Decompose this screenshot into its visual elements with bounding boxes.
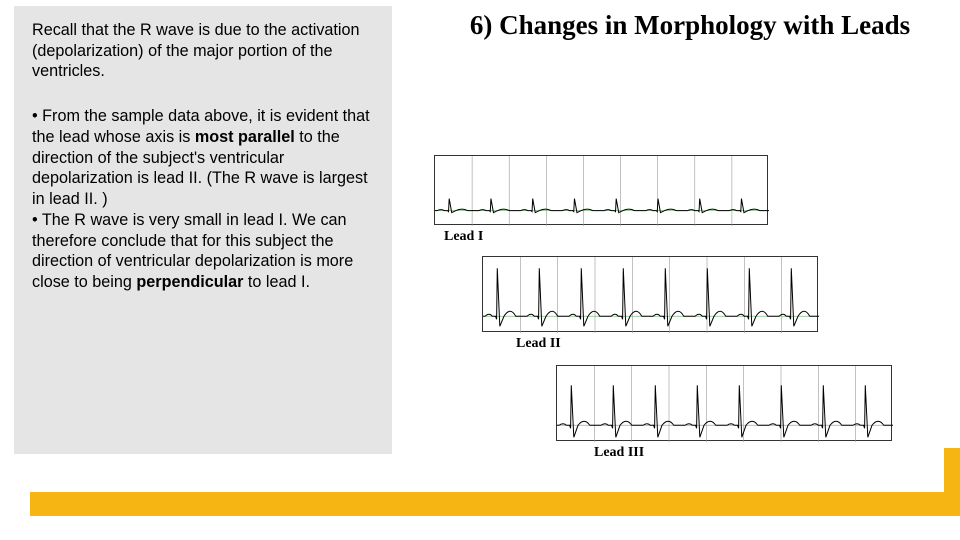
ecg-chart-lead-3 (556, 365, 892, 441)
bullet2-bold: perpendicular (136, 273, 243, 291)
accent-bar (30, 492, 960, 516)
left-column: Recall that the R wave is due to the act… (14, 6, 392, 454)
ecg-label-lead-1: Lead I (444, 229, 483, 245)
bullet1-bold: most parallel (195, 128, 295, 146)
accent-stub (944, 448, 960, 492)
section-title: 6) Changes in Morphology with Leads (420, 10, 960, 41)
bullet2-post: to lead I. (243, 273, 310, 291)
spacer (32, 82, 374, 106)
ecg-label-lead-2: Lead II (516, 336, 561, 352)
ecg-chart-lead-1 (434, 155, 768, 225)
ecg-chart-lead-2 (482, 256, 818, 332)
ecg-label-lead-3: Lead III (594, 445, 644, 461)
bullets-paragraph: • From the sample data above, it is evid… (32, 106, 374, 293)
intro-paragraph: Recall that the R wave is due to the act… (32, 20, 374, 82)
slide: Recall that the R wave is due to the act… (0, 0, 960, 540)
